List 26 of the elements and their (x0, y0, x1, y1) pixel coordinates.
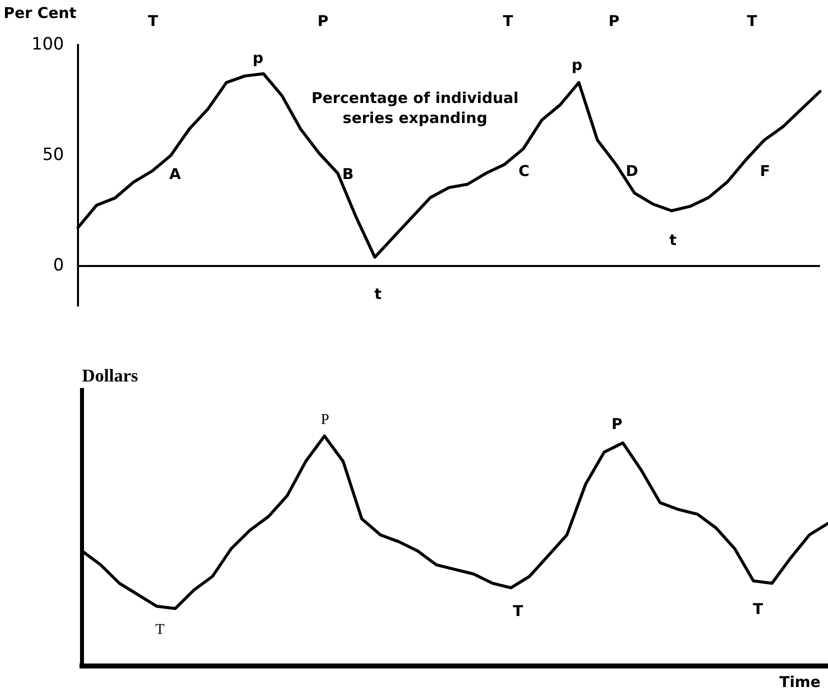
annotation: A (169, 164, 182, 183)
annotation: C (518, 162, 530, 180)
annotation: T (155, 622, 165, 638)
text: T (746, 12, 758, 30)
x-axis-title: Time (779, 672, 821, 691)
y-tick-label: 100 (32, 34, 64, 54)
annotation: Percentage of individual series expanding (311, 88, 519, 127)
annotation: T (512, 602, 524, 620)
y-axis-title: Dollars (82, 366, 138, 386)
annotation: T (752, 600, 764, 618)
annotation: p (252, 48, 264, 67)
text: T (148, 12, 159, 30)
text: T (502, 12, 514, 30)
y-axis-title: Per Cent (4, 4, 76, 22)
annotation: p (572, 56, 583, 74)
y-tick-label: 0 (53, 255, 64, 276)
y-tick-label: 50 (42, 144, 64, 165)
text: P (318, 12, 328, 30)
text: P (320, 412, 330, 428)
annotation: D (626, 162, 638, 180)
text: P (608, 12, 620, 30)
annotation: t (669, 230, 677, 249)
annotation: t (374, 284, 382, 303)
annotation: B (342, 164, 354, 183)
text: P (612, 414, 622, 433)
annotation: F (760, 162, 770, 180)
